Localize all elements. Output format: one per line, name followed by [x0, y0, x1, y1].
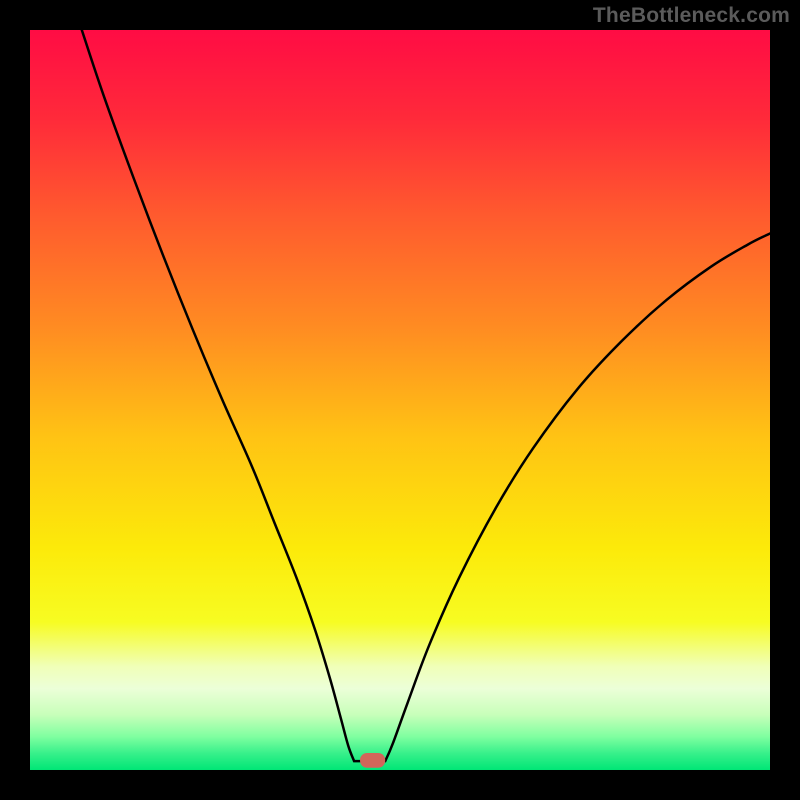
gradient-background: [30, 30, 770, 770]
watermark-text: TheBottleneck.com: [593, 4, 790, 28]
plot-svg: [30, 30, 770, 770]
plot-area: [30, 30, 770, 770]
optimal-point-marker: [360, 753, 385, 768]
chart-frame: TheBottleneck.com: [0, 0, 800, 800]
